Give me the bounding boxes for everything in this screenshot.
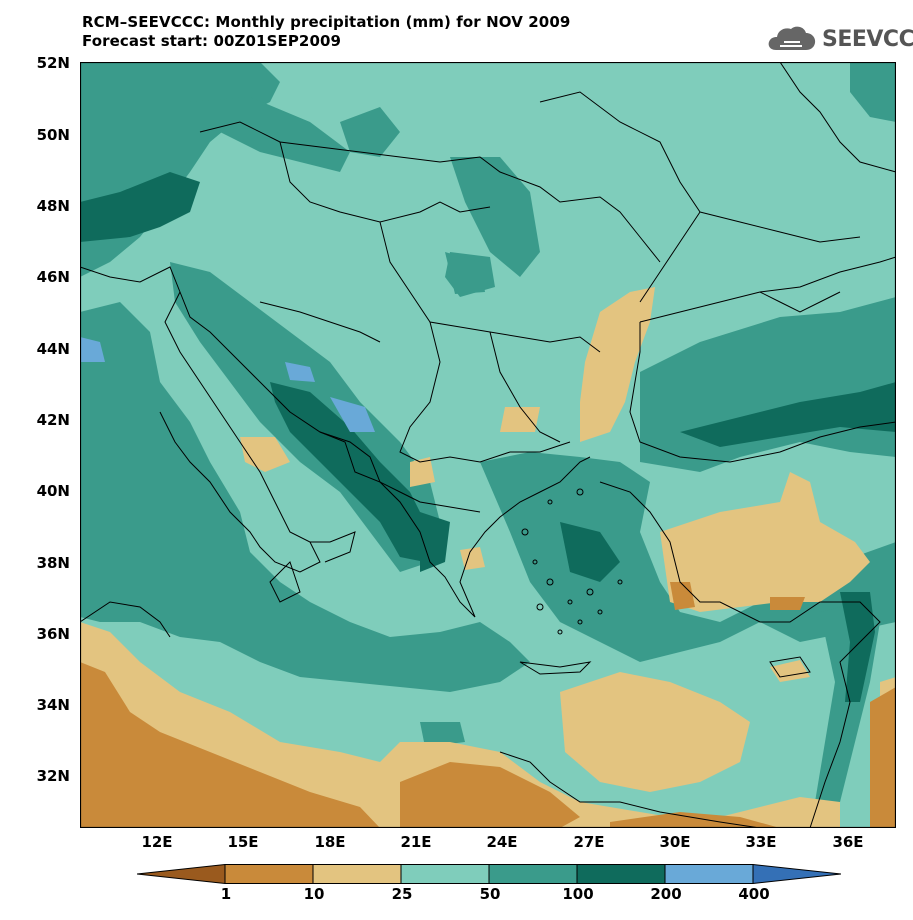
colorbar-segment <box>664 864 754 884</box>
colorbar-segment <box>224 864 314 884</box>
colorbar-label: 100 <box>562 885 594 903</box>
colorbar-label: 400 <box>738 885 770 903</box>
colorbar-label: 50 <box>479 885 501 903</box>
lon-label: 33E <box>745 833 777 851</box>
colorbar-segments <box>137 864 841 884</box>
colorbar-label: 10 <box>303 885 325 903</box>
seevccc-logo: SEEVCCC <box>766 24 913 54</box>
colorbar-segment <box>312 864 402 884</box>
lon-label: 15E <box>227 833 259 851</box>
lon-label: 27E <box>573 833 605 851</box>
colorbar-label: 25 <box>391 885 413 903</box>
precipitation-map <box>79 61 897 829</box>
map-canvas <box>79 61 897 829</box>
lon-label: 24E <box>486 833 518 851</box>
map-title: RCM–SEEVCCC: Monthly precipitation (mm) … <box>82 13 570 51</box>
lat-label: 50N <box>36 126 70 144</box>
lon-label: 18E <box>314 833 346 851</box>
precip-200-400-regions <box>80 337 375 432</box>
lon-label: 12E <box>141 833 173 851</box>
colorbar <box>137 864 841 884</box>
lat-label: 38N <box>36 554 70 572</box>
aegean-islands <box>521 488 623 635</box>
lat-label: 48N <box>36 197 70 215</box>
logo-text: SEEVCCC <box>822 26 913 52</box>
colorbar-label: 1 <box>220 885 232 903</box>
lat-label: 44N <box>36 340 70 358</box>
lat-label: 36N <box>36 625 70 643</box>
title-line-1: RCM–SEEVCCC: Monthly precipitation (mm) … <box>82 13 571 31</box>
lat-label: 40N <box>36 482 70 500</box>
lat-label: 32N <box>36 767 70 785</box>
colorbar-segment <box>400 864 490 884</box>
colorbar-segment <box>576 864 666 884</box>
colorbar-segment <box>137 864 226 884</box>
colorbar-label: 200 <box>650 885 682 903</box>
coastlines-borders <box>80 62 896 828</box>
lon-label: 36E <box>832 833 864 851</box>
precip-100-200-regions <box>80 172 896 702</box>
lon-label: 30E <box>659 833 691 851</box>
lon-label: 21E <box>400 833 432 851</box>
lat-label: 34N <box>36 696 70 714</box>
lat-label: 46N <box>36 268 70 286</box>
lat-label: 52N <box>36 54 70 72</box>
title-line-2: Forecast start: 00Z01SEP2009 <box>82 32 342 50</box>
lat-label: 42N <box>36 411 70 429</box>
cloud-logo-icon <box>768 26 816 50</box>
precip-1-10-regions <box>80 582 896 828</box>
colorbar-segment <box>488 864 578 884</box>
colorbar-segment <box>752 864 841 884</box>
map-frame <box>79 61 897 829</box>
